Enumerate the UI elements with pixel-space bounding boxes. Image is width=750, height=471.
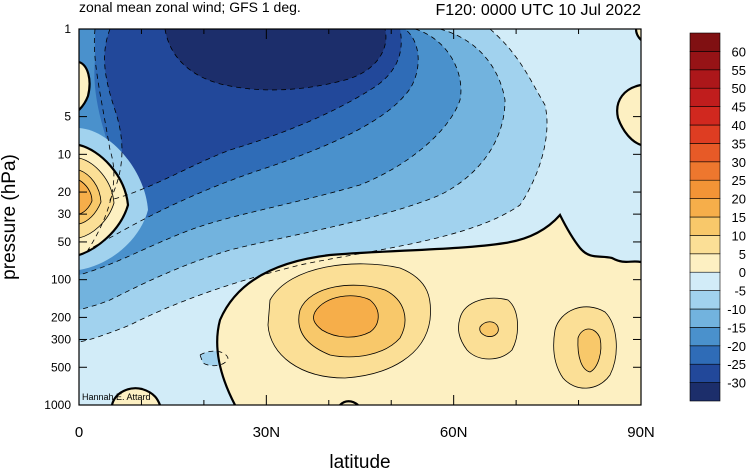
colorbar-swatch bbox=[689, 32, 721, 52]
y-tick-label-1: 1 bbox=[64, 22, 71, 36]
zero-line-surface-mid bbox=[339, 400, 359, 405]
contour-line-plus-10-tropical bbox=[79, 169, 102, 225]
colorbar-swatch bbox=[689, 87, 721, 107]
x-tick-label-90N: 90N bbox=[627, 424, 655, 441]
colorbar-label: 35 bbox=[732, 136, 746, 151]
x-axis: 0 30N 60N 90N bbox=[75, 29, 655, 441]
plot-frame bbox=[78, 28, 642, 406]
colorbar: -30 -25 -20 -15 -10 -5 0 5 10 15 20 25 30 35 40 45 50 55 6… bbox=[689, 32, 746, 402]
contour-line-plus-10-lower bbox=[298, 284, 406, 358]
colorbar-swatch bbox=[689, 124, 721, 144]
y-axis: 1 5 10 20 30 50 100 200 300 500 1000 bbox=[44, 22, 641, 412]
colorbar-swatch bbox=[689, 382, 721, 402]
colorbar-label: 60 bbox=[732, 44, 746, 59]
colorbar-label: 45 bbox=[732, 100, 746, 115]
colorbar-swatch bbox=[689, 51, 721, 71]
y-tick-label-300: 300 bbox=[51, 332, 71, 346]
contour-band-plus-15-polar bbox=[577, 329, 601, 372]
colorbar-label: 15 bbox=[732, 210, 746, 225]
zero-line-lower bbox=[216, 213, 641, 405]
colorbar-label: -20 bbox=[727, 339, 746, 354]
contour-band-plus-20-tropical bbox=[79, 180, 92, 214]
contour-band-minus-30 bbox=[165, 29, 386, 90]
colorbar-label: 0 bbox=[739, 265, 746, 280]
colorbar-label: 40 bbox=[732, 118, 746, 133]
y-tick-label-5: 5 bbox=[64, 110, 71, 124]
x-tick-label-0: 0 bbox=[75, 424, 83, 441]
zero-line-tropical bbox=[79, 143, 130, 257]
contour-line-plus-10-polar bbox=[577, 328, 602, 373]
plot-area bbox=[79, 29, 641, 405]
contour-line-minus-20 bbox=[86, 29, 419, 251]
colorbar-swatch bbox=[689, 345, 721, 365]
x-tick-label-60N: 60N bbox=[440, 424, 468, 441]
contour-line-plus-5-secondary bbox=[458, 297, 518, 360]
chart-title-right: F120: 0000 UTC 10 Jul 2022 bbox=[436, 2, 642, 19]
colorbar-swatch bbox=[689, 198, 721, 218]
contour-line-minus-30 bbox=[164, 29, 387, 91]
colorbar-label: -10 bbox=[727, 302, 746, 317]
colorbar-label: -15 bbox=[727, 320, 746, 335]
contour-line-plus-5-polar bbox=[553, 306, 617, 389]
zero-line-topright bbox=[634, 29, 641, 41]
colorbar-swatch bbox=[689, 271, 721, 291]
contour-line-minus-10-blob bbox=[199, 350, 229, 367]
credit-label: Hannah E. Attard bbox=[82, 392, 151, 402]
zero-line-upper-left bbox=[79, 60, 91, 111]
colorbar-swatch bbox=[689, 363, 721, 383]
x-axis-label: latitude bbox=[329, 452, 390, 471]
zero-line-surface-left bbox=[110, 387, 162, 405]
contour-line-plus-5-tropical bbox=[79, 157, 115, 239]
contour-band-plus-20-lower bbox=[313, 295, 379, 338]
y-tick-label-50: 50 bbox=[58, 235, 72, 249]
contour-line-minus-5 bbox=[79, 29, 548, 343]
colorbar-swatch bbox=[689, 235, 721, 255]
zero-line-upper-right bbox=[616, 83, 641, 147]
colorbar-swatch bbox=[689, 179, 721, 199]
x-tick-label-30N: 30N bbox=[253, 424, 281, 441]
colorbar-swatch bbox=[689, 106, 721, 126]
contour-line-plus-10-secondary bbox=[479, 321, 499, 337]
colorbar-swatch bbox=[689, 161, 721, 181]
contour-band-plus-15-secondary bbox=[479, 321, 499, 337]
colorbar-label: 55 bbox=[732, 63, 746, 78]
colorbar-label: -5 bbox=[734, 284, 746, 299]
colorbar-label: -25 bbox=[727, 357, 746, 372]
colorbar-label: -30 bbox=[727, 376, 746, 391]
colorbar-swatch bbox=[689, 327, 721, 347]
colorbar-swatch bbox=[689, 290, 721, 310]
colorbar-label: 25 bbox=[732, 173, 746, 188]
y-tick-label-30: 30 bbox=[58, 207, 72, 221]
colorbar-swatch bbox=[689, 216, 721, 236]
contour-line-minus-10 bbox=[79, 29, 506, 311]
colorbar-label: 30 bbox=[732, 155, 746, 170]
y-tick-label-200: 200 bbox=[51, 310, 71, 324]
contour-lines-positive bbox=[79, 157, 617, 389]
contour-line-plus-15-tropical bbox=[79, 179, 93, 215]
y-tick-label-500: 500 bbox=[51, 360, 71, 374]
contour-band-plus-5-upper-right bbox=[617, 85, 641, 145]
chart-title-left: zonal mean zonal wind; GFS 1 deg. bbox=[79, 0, 301, 15]
colorbar-swatch bbox=[689, 69, 721, 89]
colorbar-label: 10 bbox=[732, 228, 746, 243]
y-tick-label-100: 100 bbox=[51, 273, 71, 287]
colorbar-swatch bbox=[689, 143, 721, 163]
y-tick-label-20: 20 bbox=[58, 185, 72, 199]
contour-line-plus-15-lower bbox=[313, 295, 379, 338]
colorbar-label: 5 bbox=[739, 247, 746, 262]
colorbar-swatch bbox=[689, 308, 721, 328]
colorbar-label: 20 bbox=[732, 192, 746, 207]
colorbar-swatch bbox=[689, 253, 721, 273]
y-axis-label: pressure (hPa) bbox=[0, 154, 20, 280]
colorbar-label: 50 bbox=[732, 81, 746, 96]
contour-line-plus-5-lower bbox=[267, 263, 431, 379]
y-tick-label-1000: 1000 bbox=[44, 398, 71, 412]
y-tick-label-10: 10 bbox=[58, 147, 72, 161]
contour-lines-zero bbox=[79, 29, 641, 405]
contour-lines-dashed bbox=[79, 29, 548, 367]
contour-line-minus-15 bbox=[79, 29, 462, 276]
